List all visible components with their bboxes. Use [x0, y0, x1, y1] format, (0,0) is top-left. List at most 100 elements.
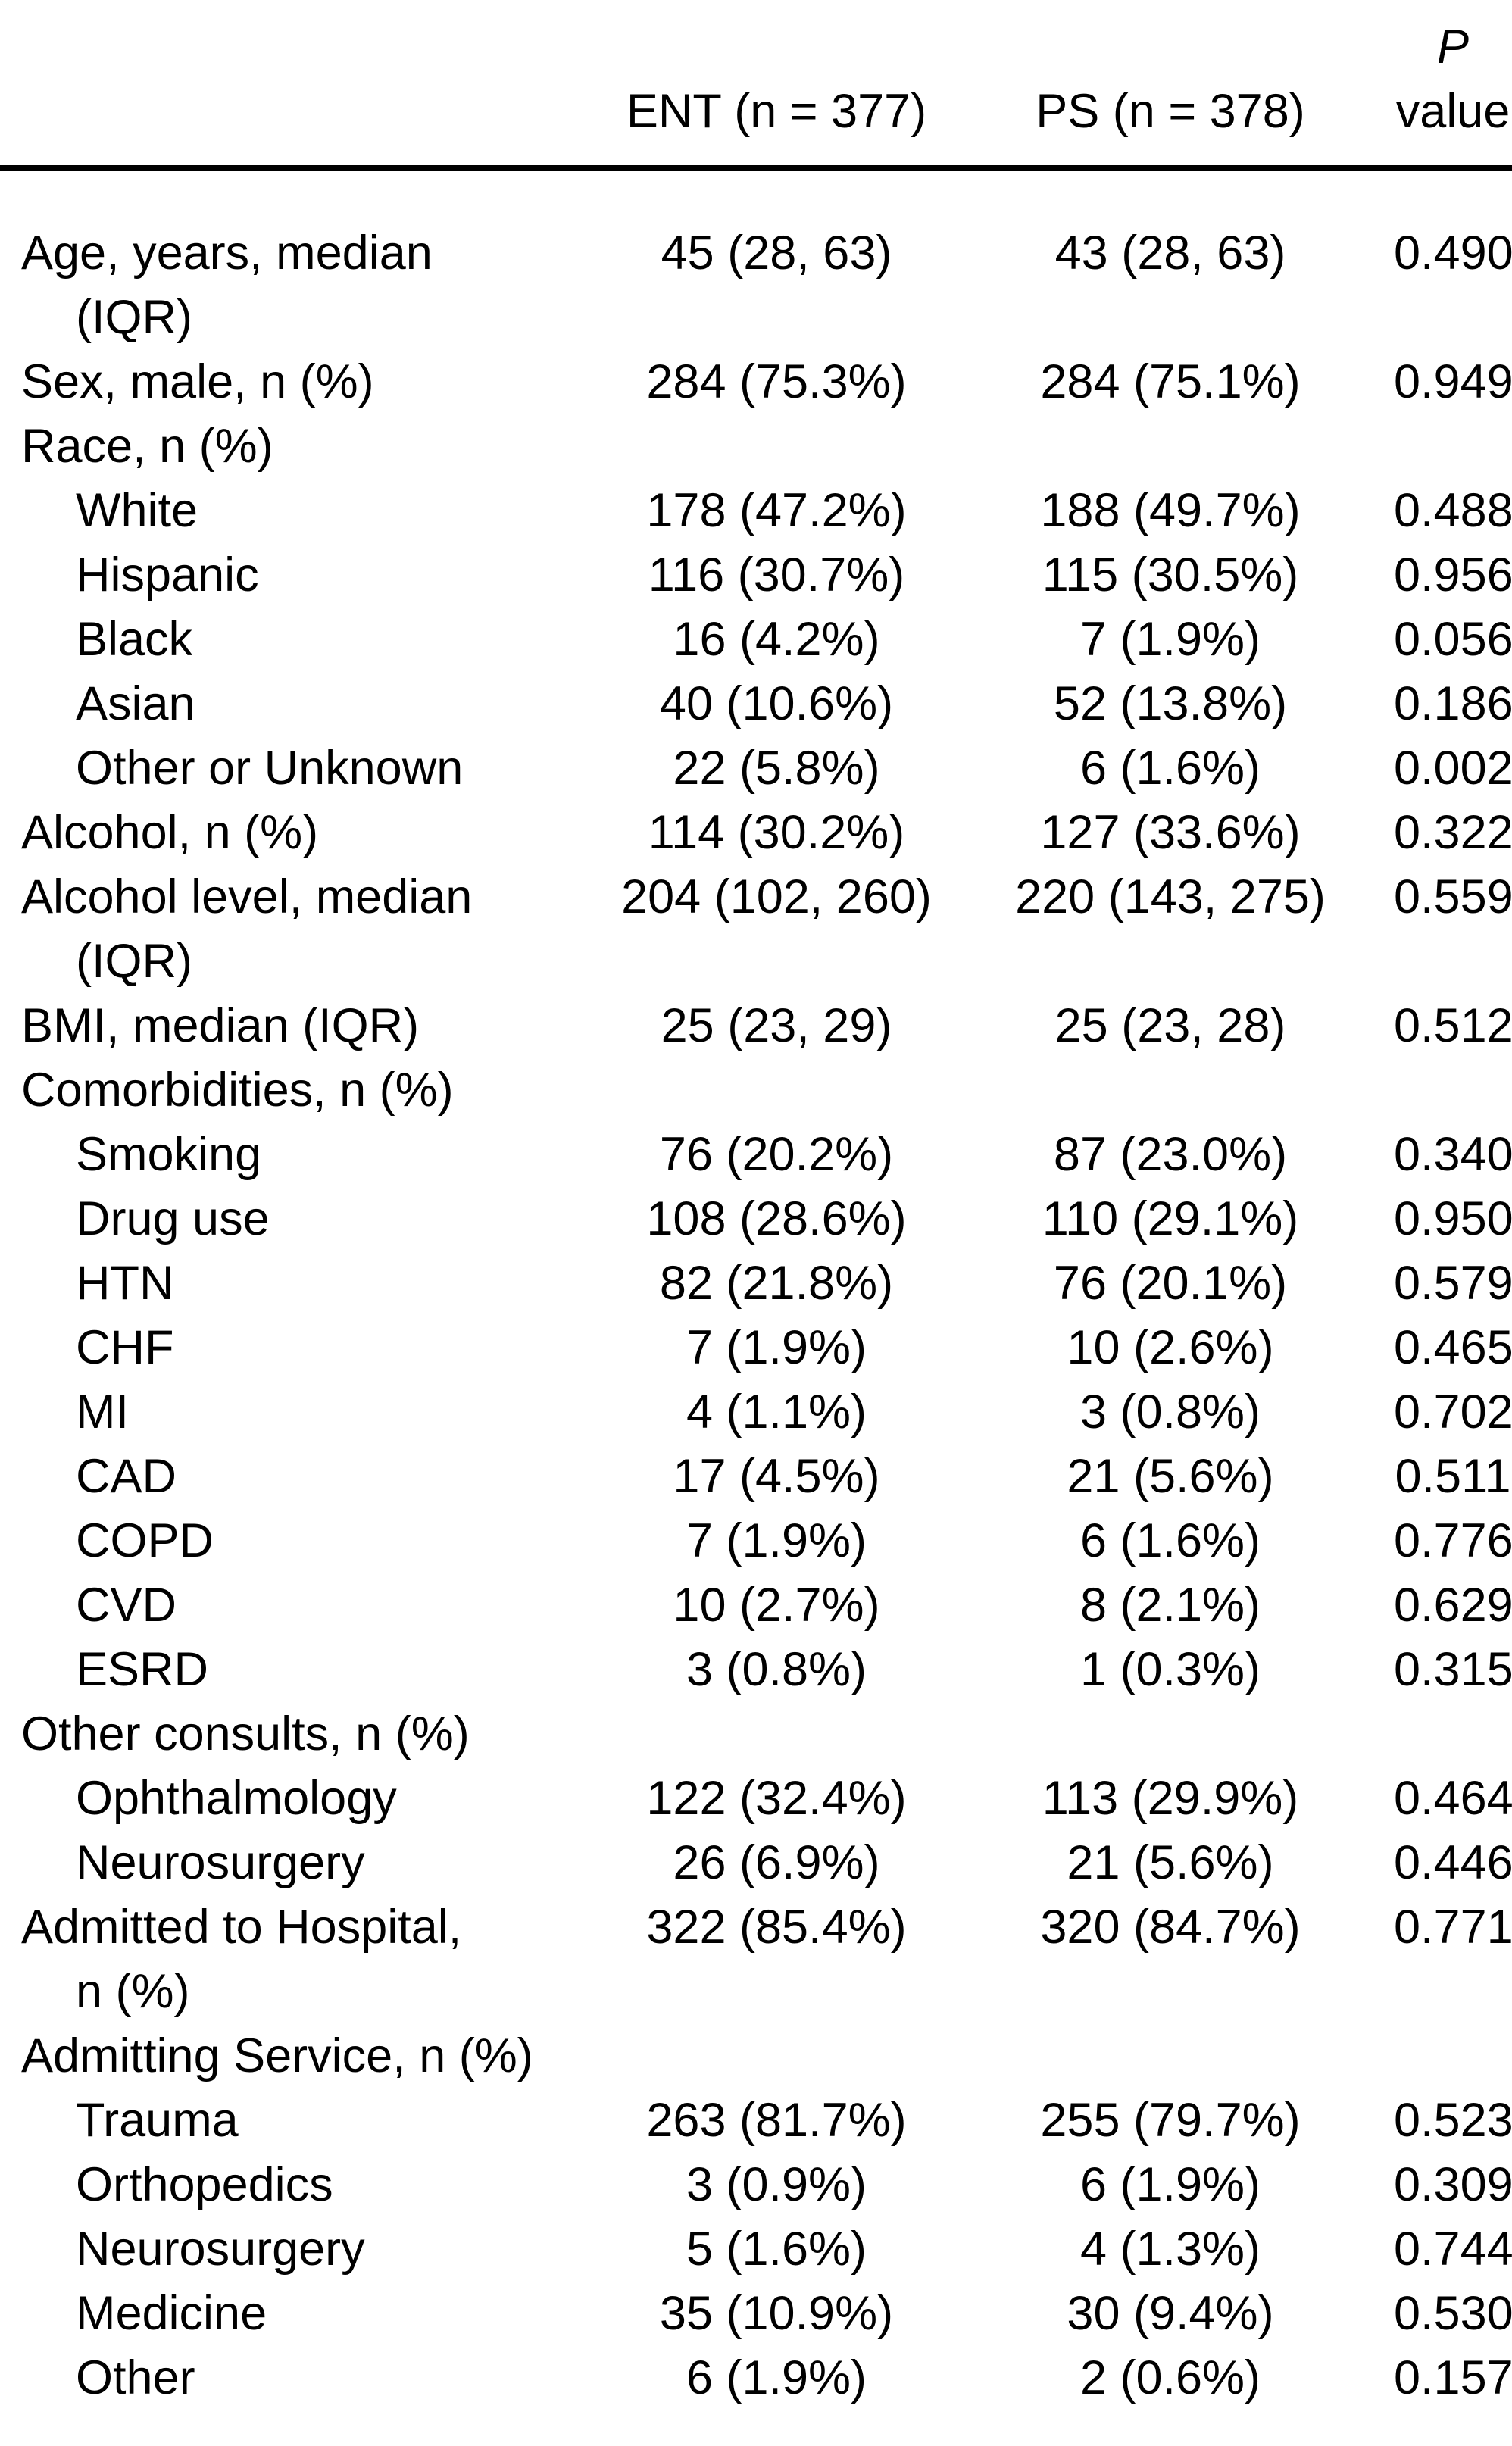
row-label: Neurosurgery: [76, 2223, 365, 2276]
ent-value: 263 (81.7%): [646, 2094, 907, 2147]
header-ps-column: PS (n = 378): [947, 0, 1394, 171]
ent-value: 5 (1.6%): [686, 2223, 867, 2276]
ent-value: 178 (47.2%): [646, 484, 907, 537]
row-label: HTN: [76, 1257, 174, 1310]
p-value: 0.490: [1394, 226, 1512, 280]
table-row: Trauma 263 (81.7%) 255 (79.7%) 0.523: [0, 2088, 1512, 2153]
table-row: Hispanic 116 (30.7%) 115 (30.5%) 0.956: [0, 543, 1512, 608]
ps-value: 87 (23.0%): [1053, 1128, 1288, 1181]
table-row: Neurosurgery 5 (1.6%) 4 (1.3%) 0.744: [0, 2217, 1512, 2282]
ent-value: [606, 2024, 947, 2088]
row-label: Medicine: [76, 2287, 267, 2340]
table-row: Neurosurgery 26 (6.9%) 21 (5.6%) 0.446: [0, 1831, 1512, 1895]
ps-value: [947, 414, 1394, 479]
table-row: Medicine 35 (10.9%) 30 (9.4%) 0.530: [0, 2282, 1512, 2346]
ps-value: 1 (0.3%): [1079, 1643, 1261, 1696]
header-ent-column: ENT (n = 377): [606, 0, 947, 171]
ent-value: 76 (20.2%): [659, 1128, 894, 1181]
ps-value: 320 (84.7%): [1040, 1901, 1301, 1954]
table-row: Black 16 (4.2%) 7 (1.9%) 0.056: [0, 608, 1512, 672]
table-row: CVD 10 (2.7%) 8 (2.1%) 0.629: [0, 1573, 1512, 1638]
row-label: CHF: [76, 1321, 174, 1374]
ent-value: 45 (28, 63): [661, 226, 892, 280]
table-row: Alcohol, n (%) 114 (30.2%) 127 (33.6%) 0…: [0, 801, 1512, 865]
table-row: BMI, median (IQR) 25 (23, 29) 25 (23, 28…: [0, 994, 1512, 1058]
p-value: 0.776: [1394, 1514, 1512, 1567]
table-row: Drug use 108 (28.6%) 110 (29.1%) 0.950: [0, 1187, 1512, 1251]
table-row: Race, n (%): [0, 414, 1512, 479]
table-row: White 178 (47.2%) 188 (49.7%) 0.488: [0, 479, 1512, 543]
p-value: 0.629: [1394, 1579, 1512, 1632]
p-value: 0.157: [1394, 2351, 1512, 2404]
ent-value: 25 (23, 29): [661, 999, 892, 1052]
row-label: MI: [76, 1385, 129, 1439]
p-value: [1394, 414, 1512, 479]
ps-value: 6 (1.9%): [1079, 2158, 1261, 2211]
ps-value: 4 (1.3%): [1079, 2223, 1261, 2276]
ent-value: 116 (30.7%): [648, 548, 905, 601]
p-value: 0.322: [1394, 806, 1512, 859]
ent-value: 26 (6.9%): [673, 1836, 880, 1889]
table-row: Admitted to Hospital, n (%) 322 (85.4%) …: [0, 1895, 1512, 2024]
p-value: 0.315: [1394, 1643, 1512, 1696]
row-label: BMI, median (IQR): [21, 999, 420, 1052]
table-row: COPD 7 (1.9%) 6 (1.6%) 0.776: [0, 1509, 1512, 1573]
ps-value: 3 (0.8%): [1079, 1385, 1261, 1439]
ent-value: 40 (10.6%): [659, 677, 894, 730]
ent-value: 7 (1.9%): [686, 1321, 867, 1374]
ps-value: 115 (30.5%): [1042, 548, 1299, 601]
table-row: Alcohol level, median (IQR) 204 (102, 26…: [0, 865, 1512, 994]
row-label: Orthopedics: [76, 2158, 333, 2211]
ps-value: 30 (9.4%): [1067, 2287, 1274, 2340]
p-value: 0.309: [1394, 2158, 1512, 2211]
p-value: 0.340: [1394, 1128, 1512, 1181]
table-row: CAD 17 (4.5%) 21 (5.6%) 0.511: [0, 1445, 1512, 1509]
ps-value: 25 (23, 28): [1054, 999, 1286, 1052]
ps-value: 188 (49.7%): [1040, 484, 1301, 537]
row-label: Trauma: [76, 2094, 239, 2147]
row-label: Other consults, n (%): [21, 1707, 470, 1760]
row-label: Race, n (%): [21, 420, 273, 473]
p-value: 0.056: [1394, 613, 1512, 666]
row-label: Hispanic: [76, 548, 259, 601]
p-value: [1394, 1058, 1512, 1123]
ps-value: 127 (33.6%): [1040, 806, 1301, 859]
row-label: Other or Unknown: [76, 742, 464, 795]
table-row: Orthopedics 3 (0.9%) 6 (1.9%) 0.309: [0, 2153, 1512, 2217]
ps-value: 7 (1.9%): [1079, 613, 1261, 666]
row-label: CVD: [76, 1579, 177, 1632]
p-value: 0.702: [1394, 1385, 1512, 1439]
p-value: 0.465: [1394, 1321, 1512, 1374]
p-value: 0.523: [1394, 2094, 1512, 2147]
ent-value: 16 (4.2%): [673, 613, 880, 666]
ent-value: 82 (21.8%): [659, 1257, 894, 1310]
table-row: Age, years, median (IQR) 45 (28, 63) 43 …: [0, 168, 1512, 350]
row-label: Drug use: [76, 1192, 270, 1245]
table-row: Comorbidities, n (%): [0, 1058, 1512, 1123]
row-label: Age, years, median (IQR): [21, 226, 433, 344]
p-value: 0.956: [1394, 548, 1512, 601]
ent-value: 322 (85.4%): [646, 1901, 907, 1954]
ent-value: 122 (32.4%): [646, 1772, 907, 1825]
ps-value: 6 (1.6%): [1079, 1514, 1261, 1567]
row-label: Alcohol level, median (IQR): [21, 870, 473, 988]
ent-value: 6 (1.9%): [686, 2351, 867, 2404]
p-value: 0.530: [1394, 2287, 1512, 2340]
ps-value: 110 (29.1%): [1042, 1192, 1299, 1245]
row-label: Black: [76, 613, 193, 666]
p-value: [1394, 1702, 1512, 1767]
ps-value: 2 (0.6%): [1079, 2351, 1261, 2404]
row-label: Comorbidities, n (%): [21, 1064, 454, 1117]
ent-value: 10 (2.7%): [673, 1579, 880, 1632]
ent-value: [606, 1702, 947, 1767]
ent-value: 4 (1.1%): [686, 1385, 867, 1439]
ent-value: 22 (5.8%): [673, 742, 880, 795]
ps-value: 284 (75.1%): [1040, 355, 1301, 408]
ent-value: 35 (10.9%): [659, 2287, 894, 2340]
ps-value: 21 (5.6%): [1067, 1450, 1274, 1503]
